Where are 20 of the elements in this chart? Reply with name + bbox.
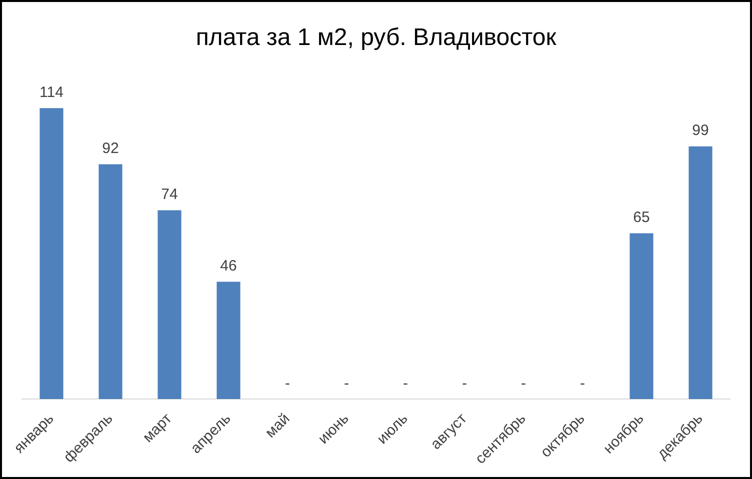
data-label: 114 [40, 84, 64, 101]
data-label: - [344, 374, 349, 392]
data-label: 92 [102, 140, 119, 157]
bar [40, 108, 64, 400]
bar [158, 210, 182, 400]
bar [216, 282, 240, 400]
data-label: 99 [692, 122, 709, 140]
data-label: - [403, 374, 408, 392]
data-label: - [580, 374, 585, 392]
bar [688, 146, 712, 400]
bar [98, 164, 122, 400]
data-label: - [462, 374, 467, 392]
x-tick-label: май [262, 410, 294, 442]
data-label: - [285, 374, 290, 392]
data-label: - [521, 374, 526, 392]
data-label: 74 [161, 186, 178, 203]
data-label: 46 [220, 257, 237, 274]
chart-title: плата за 1 м2, руб. Владивосток [196, 24, 557, 52]
data-label: 65 [633, 208, 650, 226]
bar [630, 233, 654, 400]
